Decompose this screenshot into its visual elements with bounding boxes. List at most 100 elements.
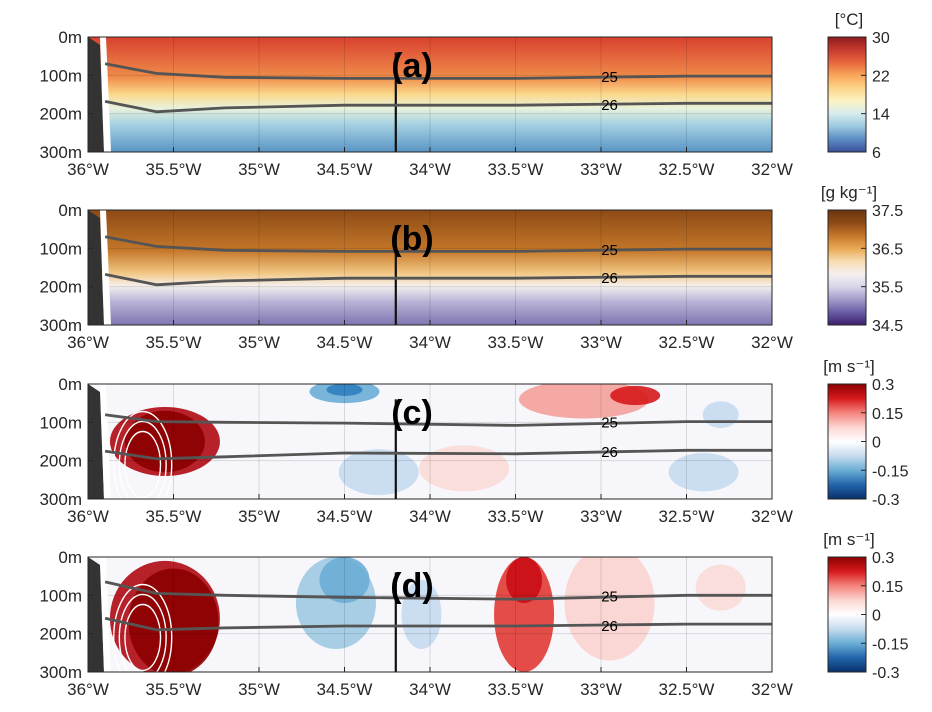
isopycnal-label: 26 [601,618,618,635]
y-tick-label: 0m [58,375,82,394]
colorbar-tick-label: 30 [872,30,890,47]
y-tick-label: 0m [58,201,82,220]
x-tick-label: 32.5°W [659,507,715,526]
isopycnal-label: 25 [601,415,618,432]
no-data-mask [100,384,111,499]
colorbar-tick-label: 0.3 [872,550,894,567]
colorbar-tick-label: -0.15 [872,463,909,480]
x-tick-label: 35°W [238,680,280,699]
x-tick-label: 32.5°W [659,333,715,352]
panel-label: (a) [391,47,433,85]
colorbar-tick-label: 0 [872,608,881,625]
x-tick-label: 36°W [67,160,109,179]
x-tick-label: 33.5°W [488,507,544,526]
y-tick-label: 100m [39,413,82,432]
x-tick-label: 35.5°W [146,333,202,352]
x-tick-label: 36°W [67,507,109,526]
colorbar: 30 22 14 6 [°C] [827,10,890,162]
y-tick-label: 300m [39,143,82,162]
panel-d: 25 26 (d) 36°W 35.5°W 35°W 34.5°W 34°W 33.5°W 33°… [39,530,908,699]
x-tick-label: 36°W [67,680,109,699]
no-data-mask [100,210,111,325]
colorbar-tick-label: 0.15 [872,406,903,423]
x-tick-label: 32°W [751,680,793,699]
isopycnal-26 [104,616,772,632]
x-tick-label: 32.5°W [659,160,715,179]
x-tick-label: 33°W [580,333,622,352]
bathymetry [88,210,104,325]
colorbar-tick-label: 14 [872,107,890,124]
y-tick-label: 200m [39,278,82,297]
x-tick-label: 35°W [238,160,280,179]
isopycnal-26 [104,273,772,287]
x-tick-label: 35.5°W [146,507,202,526]
x-tick-label: 34°W [409,160,451,179]
x-tick-label: 33.5°W [488,160,544,179]
x-tick-label: 32°W [751,507,793,526]
colorbar-unit: [°C] [835,10,864,29]
y-tick-label: 100m [39,586,82,605]
y-tick-label: 0m [58,28,82,47]
x-tick-label: 33.5°W [488,333,544,352]
bathymetry [88,384,104,499]
isopycnal-26 [104,100,772,114]
panel-label: (b) [390,220,433,258]
x-tick-label: 34.5°W [317,160,373,179]
x-tick-label: 34°W [409,333,451,352]
no-data-mask [100,557,111,672]
x-tick-label: 33°W [580,507,622,526]
x-tick-label: 34.5°W [317,507,373,526]
isopycnal-label: 25 [601,588,618,605]
panel-label: (d) [390,567,433,605]
panel-b: 25 26 (b) 36°W 35.5°W 35°W 34.5°W 34°W 33.5°W 33°… [39,183,903,352]
colorbar-tick-label: 0.3 [872,377,894,394]
colorbar-unit: [m s⁻¹] [823,357,874,376]
y-tick-label: 300m [39,663,82,682]
x-tick-label: 32°W [751,160,793,179]
isopycnal-label: 26 [601,97,618,114]
y-tick-label: 300m [39,316,82,335]
field-shading [88,37,772,152]
colorbar-tick-label: 0.15 [872,579,903,596]
colorbar-tick-label: 36.5 [872,241,903,258]
undercurrent-contours [113,410,173,499]
isopycnal-25 [104,62,772,80]
panel-a: 25 26 (a) 36°W 35.5°W 35°W 34.5°W 34°W 33.5°W 33°… [39,10,889,179]
x-tick-label: 34°W [409,507,451,526]
y-tick-label: 200m [39,625,82,644]
isopycnal-label: 26 [601,270,618,287]
field-shading [88,384,772,499]
x-tick-label: 32.5°W [659,680,715,699]
isopycnal-label: 25 [601,69,618,86]
isopycnal-label: 26 [601,444,618,461]
colorbar-tick-label: -0.3 [872,665,900,682]
x-tick-label: 35.5°W [146,680,202,699]
y-tick-label: 100m [39,239,82,258]
colorbar-tick-label: 35.5 [872,280,903,297]
colorbar-tick-label: 6 [872,145,881,162]
isopycnal-label: 25 [601,242,618,259]
isopycnal-26 [104,448,772,461]
field-shading [88,210,772,325]
colorbar-tick-label: 34.5 [872,318,903,335]
x-tick-label: 34.5°W [317,680,373,699]
y-tick-label: 100m [39,66,82,85]
isopycnal-25 [104,580,772,601]
x-tick-label: 34°W [409,680,451,699]
colorbar-tick-label: 0 [872,435,881,452]
x-tick-label: 33°W [580,680,622,699]
x-tick-label: 36°W [67,333,109,352]
colorbar: 37.5 36.5 35.5 34.5 [g kg⁻¹] [821,183,903,335]
panel-label: (c) [391,394,433,432]
colorbar: 0.3 0.15 0 -0.15 -0.3 [m s⁻¹] [823,530,908,682]
panel-c: 25 26 (c) 36°W 35.5°W 35°W 34.5°W 34°W 33.5°W 33°… [39,357,908,526]
colorbar-tick-label: 37.5 [872,203,903,220]
colorbar-tick-label: 22 [872,68,890,85]
x-tick-label: 33.5°W [488,680,544,699]
y-tick-label: 200m [39,452,82,471]
colorbar: 0.3 0.15 0 -0.15 -0.3 [m s⁻¹] [823,357,908,509]
x-tick-label: 32°W [751,333,793,352]
colorbar-unit: [g kg⁻¹] [821,183,877,202]
colorbar-tick-label: -0.3 [872,492,900,509]
x-tick-label: 34.5°W [317,333,373,352]
